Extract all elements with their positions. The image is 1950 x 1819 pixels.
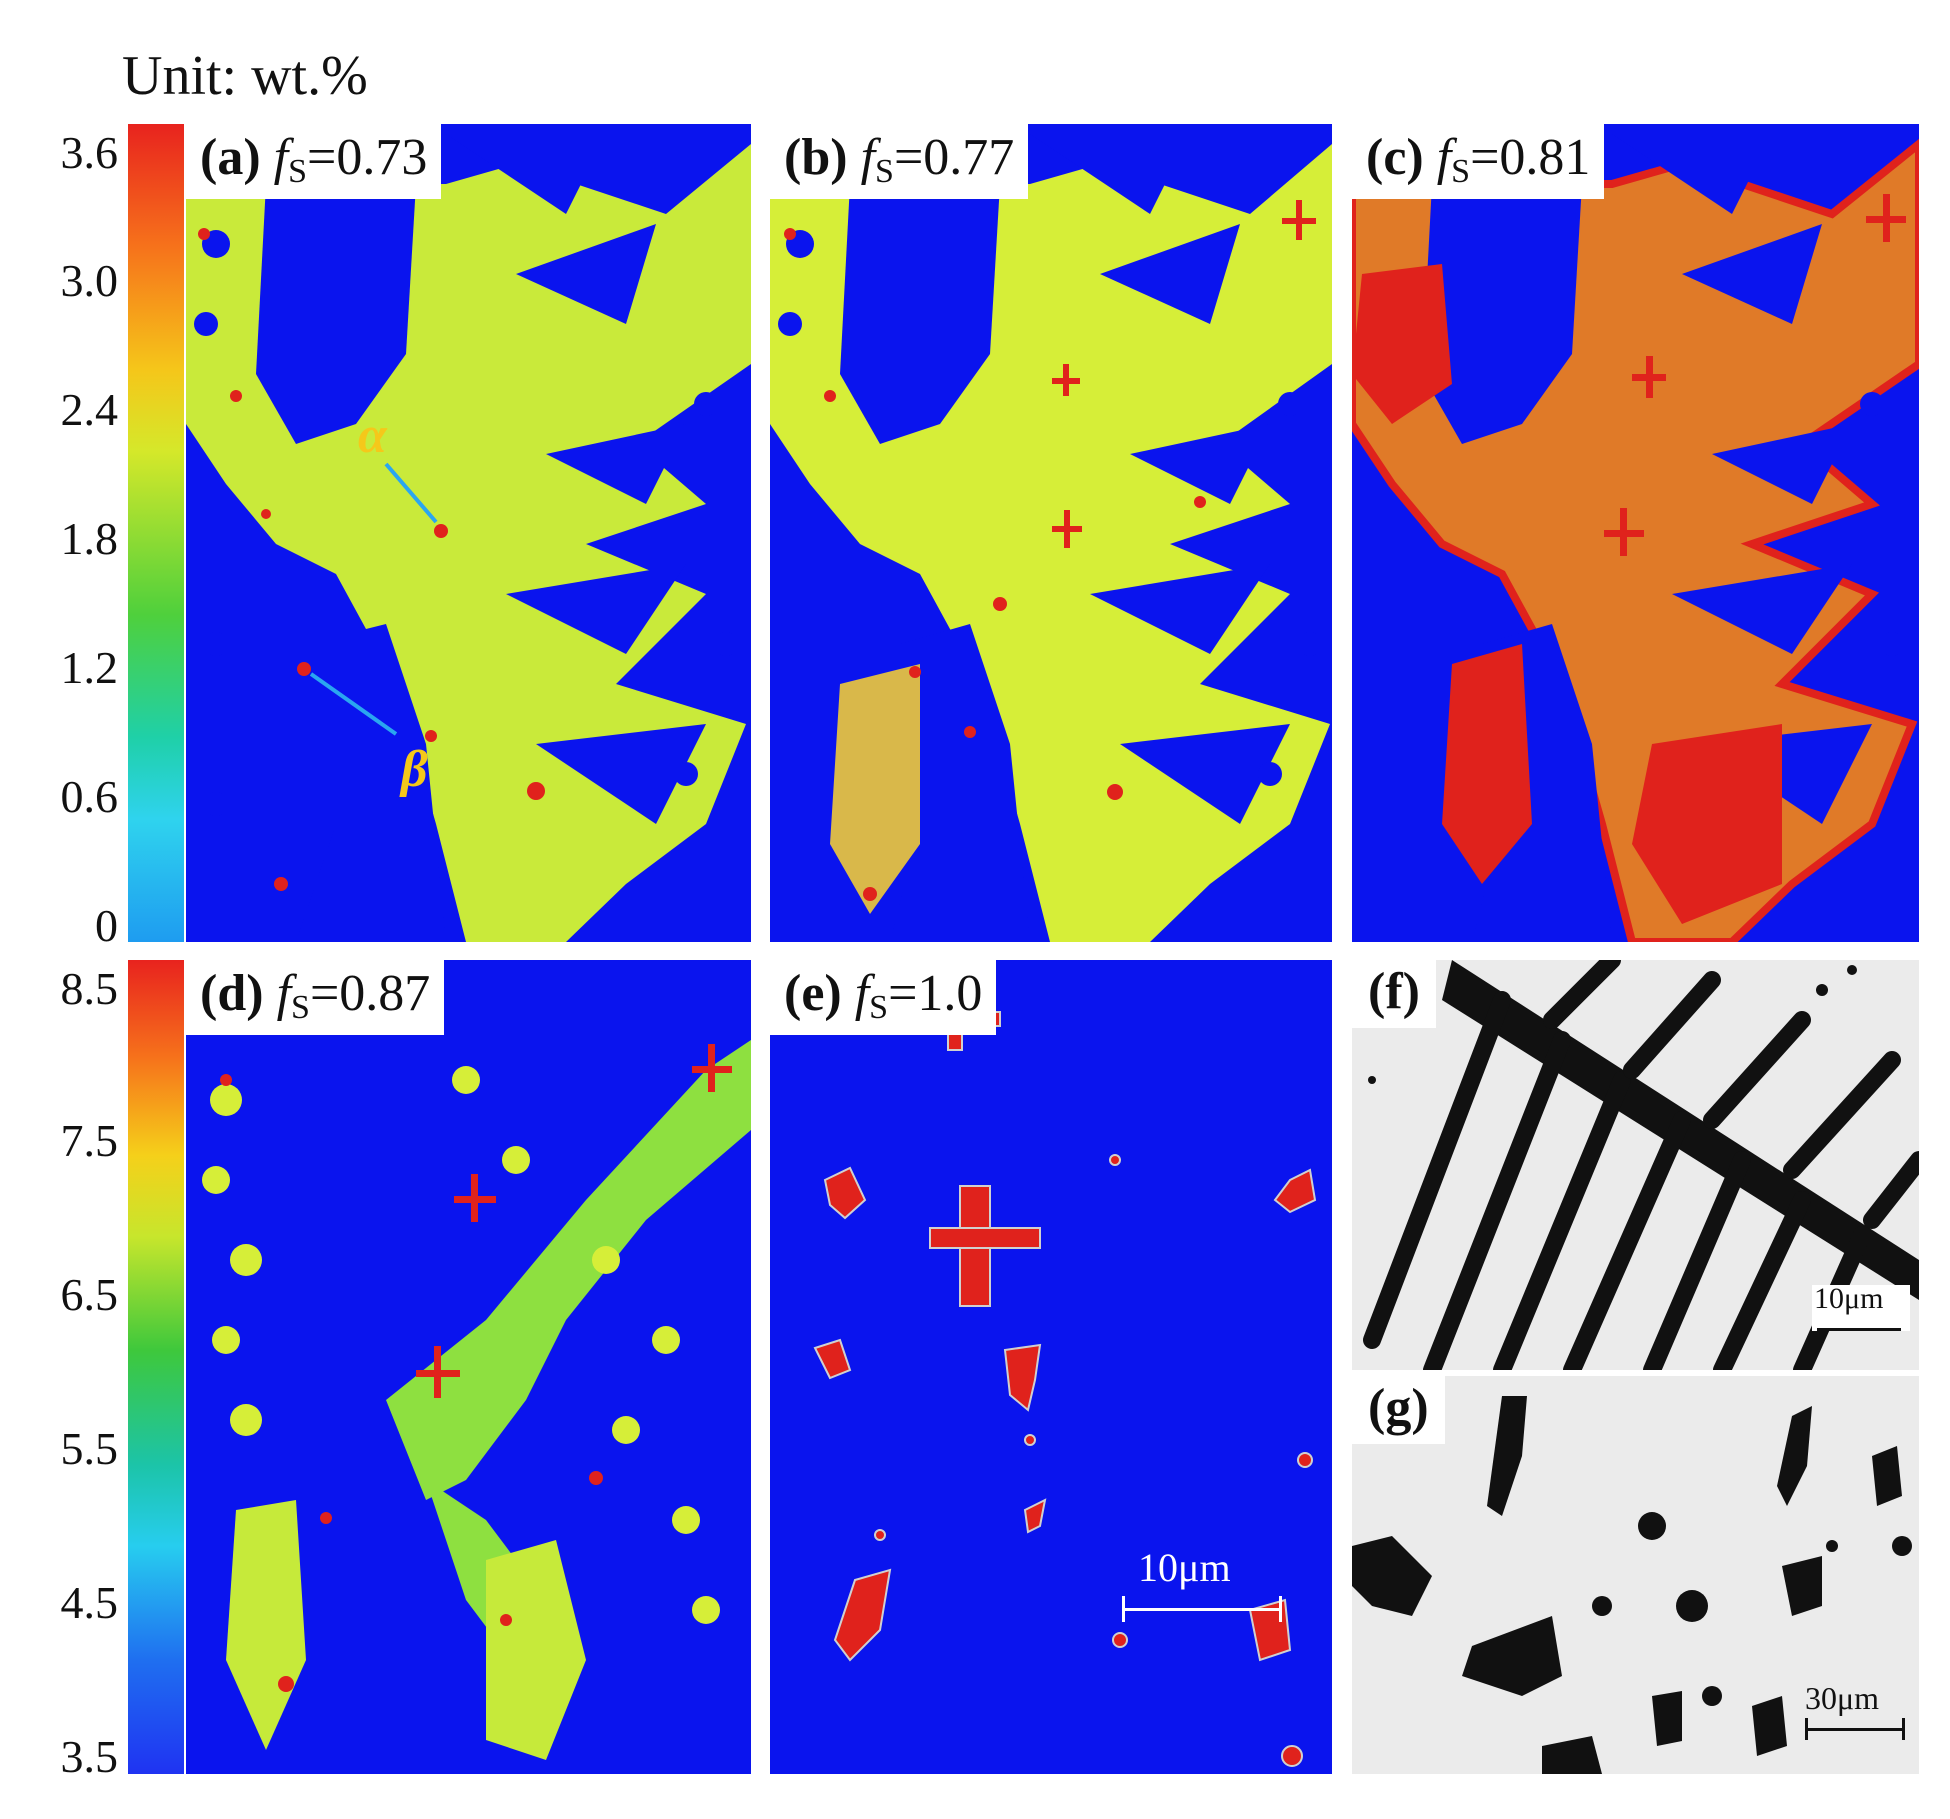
panel-letter: (c) bbox=[1366, 129, 1424, 186]
panel-a-label: (a) fS=0.73 bbox=[186, 124, 442, 199]
fs-symbol: f bbox=[273, 129, 289, 186]
panel-letter: (a) bbox=[200, 129, 261, 186]
colorbar-top bbox=[128, 124, 184, 942]
unit-label: Unit: wt.% bbox=[122, 45, 368, 107]
colorbar-top-tick: 3.6 bbox=[60, 127, 119, 178]
scale-bar-e-label: 10μm bbox=[1138, 1545, 1231, 1590]
fs-subscript: S bbox=[288, 153, 308, 190]
colorbar-bottom-tick: 6.5 bbox=[60, 1269, 119, 1320]
panel-d-label: (d) fS=0.87 bbox=[186, 960, 445, 1035]
colorbar-bottom-tick: 8.5 bbox=[60, 963, 119, 1014]
scale-bar-e-cap bbox=[1279, 1596, 1282, 1622]
annotation-alpha: α bbox=[358, 407, 387, 464]
colorbar-top-tick: 2.4 bbox=[60, 384, 119, 435]
colorbar-top-tick: 0 bbox=[95, 900, 118, 951]
fs-symbol: f bbox=[276, 965, 292, 1022]
fs-value: =1.0 bbox=[888, 965, 983, 1022]
scale-bar-e-cap bbox=[1122, 1596, 1125, 1622]
panel-letter: (f) bbox=[1368, 963, 1420, 1020]
panel-b: (b) fS=0.77 bbox=[770, 124, 1332, 942]
fs-value: =0.73 bbox=[307, 129, 428, 186]
fs-value: =0.87 bbox=[309, 965, 431, 1022]
panel-letter: (g) bbox=[1368, 1379, 1429, 1436]
annotation-beta: β bbox=[401, 741, 428, 798]
fs-subscript: S bbox=[875, 153, 894, 190]
panel-b-label: (b) fS=0.77 bbox=[770, 124, 1029, 199]
scale-bar-f bbox=[1817, 1328, 1901, 1331]
panel-c: (c) fS=0.81 bbox=[1352, 124, 1919, 942]
scale-bar-g-cap bbox=[1805, 1718, 1808, 1740]
panel-letter: (b) bbox=[784, 129, 848, 186]
fs-subscript: S bbox=[869, 989, 889, 1026]
fs-value: =0.77 bbox=[893, 129, 1015, 186]
colorbar-bottom bbox=[128, 960, 184, 1774]
panel-f-micrograph bbox=[1363, 960, 1919, 1370]
panel-g: (g) 30μm bbox=[1352, 1376, 1919, 1774]
fs-symbol: f bbox=[1436, 129, 1452, 186]
panel-c-label: (c) fS=0.81 bbox=[1352, 124, 1605, 199]
panel-letter: (e) bbox=[784, 965, 842, 1022]
panel-letter: (d) bbox=[200, 965, 264, 1022]
fs-symbol: f bbox=[854, 965, 870, 1022]
panel-a: (a) fS=0.73 α β bbox=[186, 124, 751, 942]
panel-g-label: (g) bbox=[1352, 1376, 1445, 1444]
panel-e-map bbox=[813, 969, 1317, 1767]
colorbar-top-tick: 0.6 bbox=[60, 771, 119, 822]
colorbar-bottom-tick: 7.5 bbox=[60, 1115, 119, 1166]
scale-bar-g-label: 30μm bbox=[1805, 1680, 1880, 1716]
panel-g-micrograph bbox=[1352, 1396, 1912, 1774]
panel-d-map bbox=[202, 1040, 751, 1760]
colorbar-bottom-tick: 5.5 bbox=[60, 1423, 119, 1474]
panel-e: (e) fS=1.0 10μm bbox=[770, 960, 1332, 1774]
panel-d: (d) fS=0.87 bbox=[186, 960, 751, 1774]
scale-bar-f-box bbox=[1812, 1285, 1910, 1331]
colorbar-top-tick: 1.8 bbox=[60, 513, 119, 564]
colorbar-bottom-tick: 4.5 bbox=[60, 1577, 119, 1628]
panel-e-label: (e) fS=1.0 bbox=[770, 960, 997, 1035]
fs-value: =0.81 bbox=[1470, 129, 1591, 186]
fs-subscript: S bbox=[291, 989, 310, 1026]
panel-f-label: (f) bbox=[1352, 960, 1436, 1028]
colorbar-top-tick: 3.0 bbox=[60, 255, 119, 306]
panel-c-map bbox=[1352, 134, 1919, 942]
panel-b-map bbox=[770, 134, 1332, 942]
fs-symbol: f bbox=[860, 129, 876, 186]
colorbar-top-tick: 1.2 bbox=[60, 642, 119, 693]
panel-a-map bbox=[186, 134, 751, 942]
scale-bar-e bbox=[1122, 1608, 1282, 1611]
colorbar-bottom-tick: 3.5 bbox=[60, 1731, 119, 1782]
scale-bar-f-label: 10μm bbox=[1814, 1282, 1884, 1315]
scale-bar-g bbox=[1805, 1728, 1905, 1731]
scale-bar-g-cap bbox=[1902, 1718, 1905, 1740]
fs-subscript: S bbox=[1451, 153, 1471, 190]
panel-f: (f) 10μm bbox=[1352, 960, 1919, 1370]
